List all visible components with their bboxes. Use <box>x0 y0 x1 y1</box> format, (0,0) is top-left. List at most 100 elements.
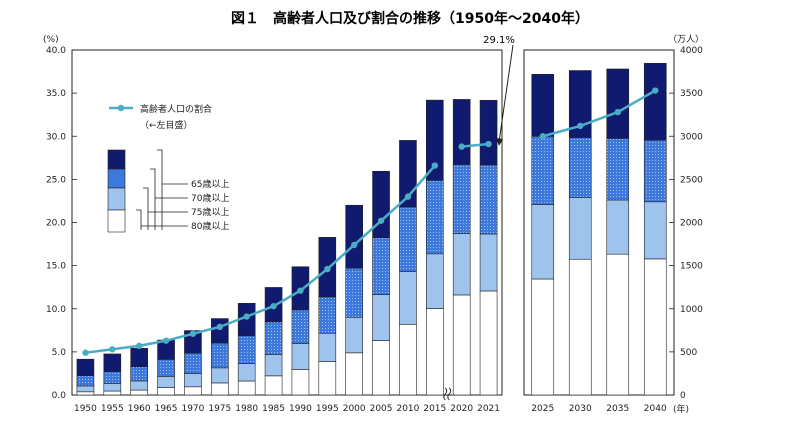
legend-line-label: 高齢者人口の割合 <box>140 103 212 115</box>
ratio-point <box>135 342 143 350</box>
chart-title: 図１ 高齢者人口及び割合の推移（1950年～2040年） <box>231 10 589 27</box>
x-tick-label: 2000 <box>343 404 366 414</box>
bar-segment-80plus <box>130 389 148 396</box>
right-tick-label: 3000 <box>680 132 703 142</box>
bar-segment-65plus <box>479 99 498 166</box>
left-tick-label: 25.0 <box>46 175 66 185</box>
bar-segment-75plus <box>479 233 498 292</box>
ratio-line <box>82 87 659 356</box>
bar-segment-80plus <box>568 258 592 396</box>
bar-segment-75plus <box>606 199 630 255</box>
x-tick-label: 2025 <box>531 404 554 414</box>
legend: 高齢者人口の割合 （←左目盛） 65歳以上 70歳以上 75歳以上 80歳以上 <box>107 103 229 233</box>
legend-label-75: 75歳以上 <box>191 206 229 218</box>
right-tick-label: 1000 <box>680 305 703 315</box>
legend-line-sublabel: （←左目盛） <box>140 119 193 131</box>
legend-label-70: 70歳以上 <box>191 192 229 204</box>
bar-segment-70plus <box>211 342 229 369</box>
ratio-point <box>539 133 546 140</box>
bar-segment-65plus <box>426 99 444 181</box>
ratio-point <box>350 241 358 249</box>
bar-segment-80plus <box>643 258 667 396</box>
x-tick-label: 1990 <box>289 404 312 414</box>
bar-segment-70plus <box>318 296 337 334</box>
bar-segment-80plus <box>426 308 444 396</box>
left-tick-label: 10.0 <box>46 305 66 315</box>
bar-segment-80plus <box>531 278 555 396</box>
ratio-point <box>652 87 659 94</box>
bar-segment-80plus <box>76 391 95 396</box>
x-tick-label: 1970 <box>181 404 204 414</box>
bar-segment-75plus <box>399 271 417 325</box>
bar-segment-65plus <box>531 74 555 137</box>
right-tick-label: 500 <box>680 348 697 358</box>
bar-segment-70plus <box>531 136 555 205</box>
bar-segment-65plus <box>606 68 630 139</box>
bar-segment-80plus <box>184 386 202 396</box>
legend-swatch-65 <box>107 149 126 170</box>
legend-label-65: 65歳以上 <box>191 178 229 190</box>
bar-segment-70plus <box>479 164 498 235</box>
bar-segment-80plus <box>479 290 498 396</box>
ratio-point <box>614 108 621 116</box>
bar-segment-80plus <box>211 382 229 396</box>
ratio-point <box>189 330 197 337</box>
bar-segment-70plus <box>606 138 630 201</box>
bar-segment-80plus <box>318 361 337 396</box>
bar-segment-70plus <box>157 359 175 377</box>
annotation-29-1: 29.1% <box>483 35 515 46</box>
legend-bracket-70 <box>150 168 188 230</box>
bar-segment-75plus <box>643 201 667 260</box>
right-tick-label: 3500 <box>680 89 703 99</box>
ratio-point <box>577 122 584 130</box>
left-tick-label: 40.0 <box>46 46 66 56</box>
right-tick-label: 2000 <box>680 219 703 229</box>
stacked-bars <box>76 62 667 396</box>
axis-break-right <box>447 387 452 401</box>
ratio-point <box>162 337 170 344</box>
x-tick-label: 1960 <box>128 404 151 414</box>
bar-segment-65plus <box>345 204 363 269</box>
ratio-point <box>109 346 116 353</box>
annotation-arrowhead <box>496 138 503 146</box>
left-axis-unit: (%) <box>43 35 59 45</box>
right-tick-label: 4000 <box>680 46 703 56</box>
bar-segment-80plus <box>606 253 630 396</box>
ratio-point <box>377 217 385 224</box>
ratio-line-segment <box>461 142 489 148</box>
left-tick-label: 15.0 <box>46 262 66 272</box>
ratio-point <box>82 349 89 356</box>
bar-segment-75plus <box>426 253 444 309</box>
bar-segment-65plus <box>452 99 471 165</box>
bar-segment-75plus <box>291 343 310 370</box>
bar-segment-75plus <box>184 373 202 388</box>
bar-segment-75plus <box>568 197 592 260</box>
bar-segment-70plus <box>372 237 390 295</box>
bar-segment-70plus <box>237 335 256 364</box>
bar-segment-70plus <box>184 352 202 374</box>
bar-segment-70plus <box>452 164 471 234</box>
bar-segment-65plus <box>643 62 667 141</box>
bar-segment-75plus <box>211 367 229 384</box>
bar-segment-70plus <box>291 309 310 344</box>
left-tick-label: 0.0 <box>52 391 67 401</box>
bar-segment-70plus <box>345 267 363 318</box>
bar-segment-70plus <box>103 371 122 384</box>
left-tick-label: 5.0 <box>52 348 67 358</box>
right-tick-label: 0 <box>680 391 686 401</box>
x-tick-label: 1995 <box>316 404 339 414</box>
legend-line-marker <box>117 104 125 112</box>
bar-segment-65plus <box>76 358 95 376</box>
bar-segment-65plus <box>372 170 390 238</box>
axis-ticks: 0.0 5.0 10.0 15.0 20.0 25.0 30.0 35.0 40.0 0 500 10… <box>46 46 703 414</box>
bar-segment-65plus <box>568 70 592 138</box>
legend-bracket-65 <box>157 149 188 230</box>
ratio-point <box>297 287 304 294</box>
bar-segment-75plus <box>157 376 175 388</box>
legend-bracket-75 <box>143 187 188 230</box>
bar-segment-75plus <box>372 294 390 341</box>
bar-segment-80plus <box>237 380 256 396</box>
left-tick-label: 20.0 <box>46 219 66 229</box>
bar-segment-80plus <box>157 387 175 396</box>
